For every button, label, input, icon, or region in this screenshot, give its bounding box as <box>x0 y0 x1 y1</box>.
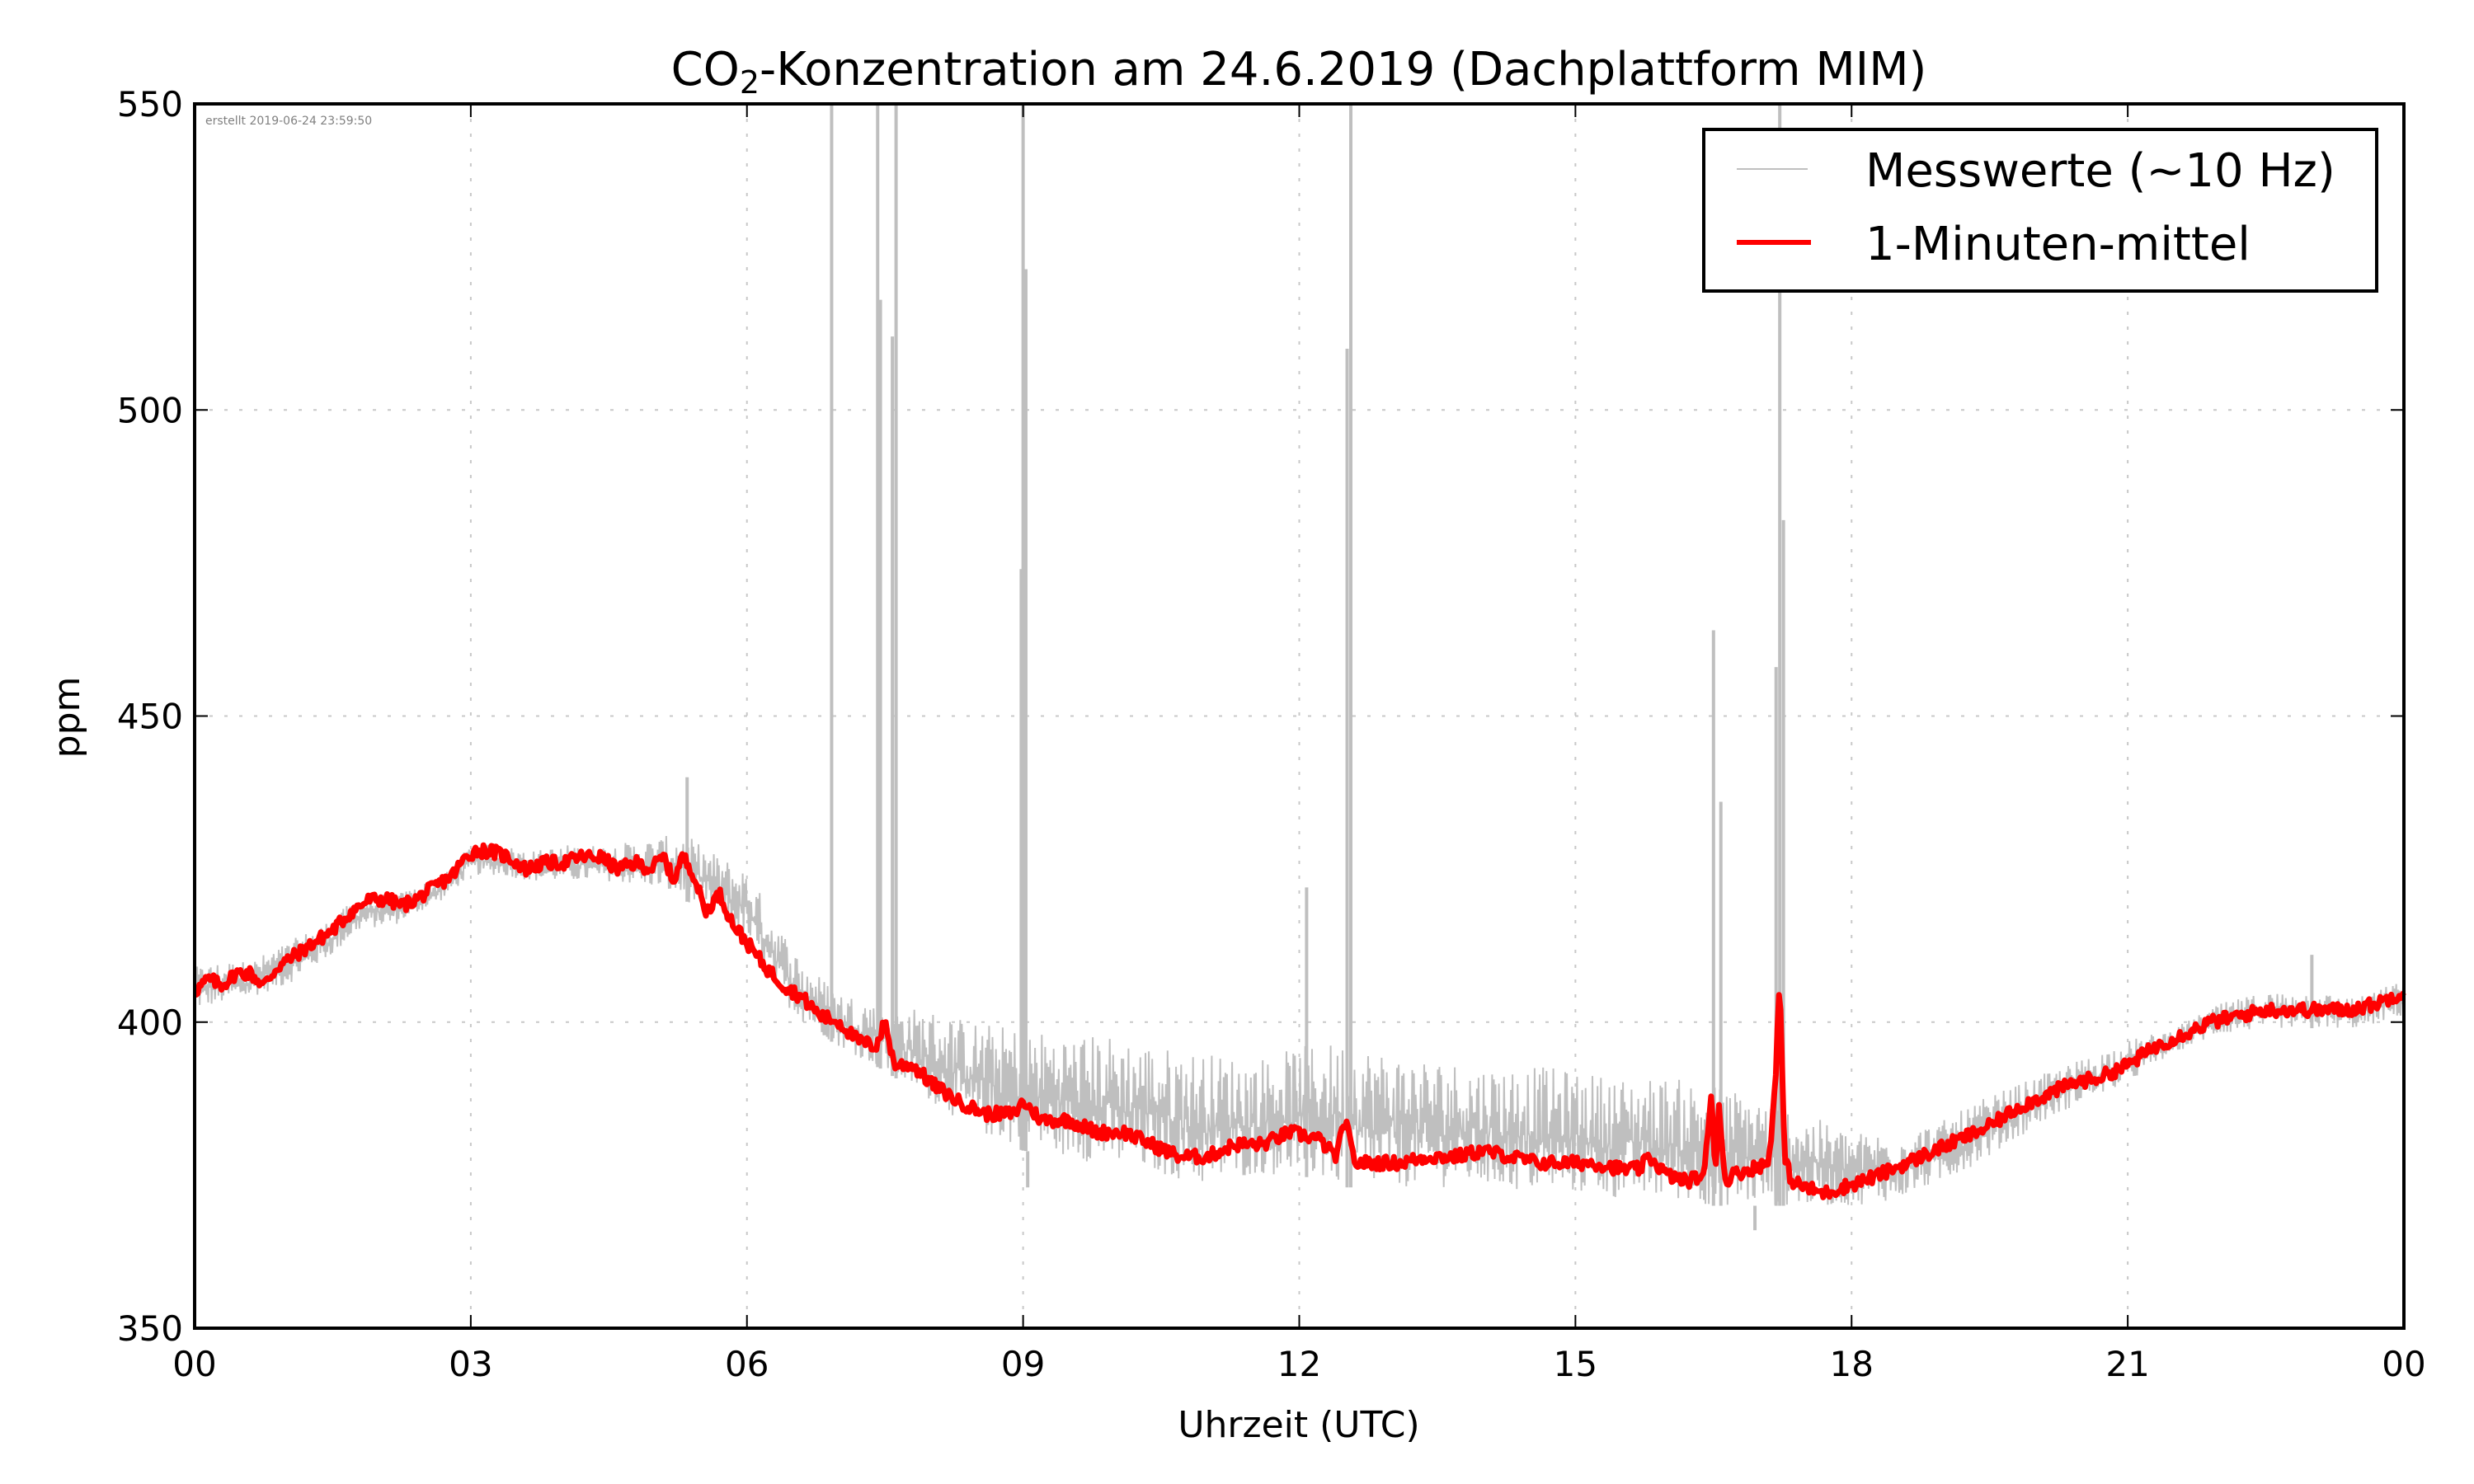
y-tick-label: 550 <box>117 84 183 124</box>
mean-series-1min <box>193 842 2406 1200</box>
mean-line <box>193 842 2406 1200</box>
y-tick-label: 450 <box>117 697 183 737</box>
x-tick-labels: 00 03 06 09 12 15 18 21 00 <box>172 1344 2425 1384</box>
grid <box>195 104 2404 1328</box>
y-tick-labels: 350 400 450 500 550 <box>117 84 183 1349</box>
legend: Messwerte (~10 Hz) 1-Minuten-mittel <box>1702 128 2378 293</box>
y-tick-label: 400 <box>117 1003 183 1043</box>
title-prefix: CO <box>671 43 740 96</box>
title-suffix: -Konzentration am 24.6.2019 (Dachplattfo… <box>760 43 1926 96</box>
y-tick-label: 350 <box>117 1308 183 1349</box>
x-tick-label: 00 <box>2382 1344 2425 1384</box>
axis-ticks <box>194 103 2405 1329</box>
chart-title: CO2-Konzentration am 24.6.2019 (Dachplat… <box>671 43 1927 101</box>
raw-series-measurements <box>194 104 2405 1231</box>
x-tick-label: 15 <box>1554 1344 1597 1384</box>
x-tick-label: 06 <box>725 1344 769 1384</box>
x-tick-label: 03 <box>449 1344 492 1384</box>
created-annotation: erstellt 2019-06-24 23:59:50 <box>205 115 372 128</box>
y-tick-label: 500 <box>117 390 183 430</box>
y-axis-label: ppm <box>46 677 88 758</box>
x-tick-label: 18 <box>1830 1344 1874 1384</box>
legend-box <box>1702 128 2378 293</box>
x-tick-label: 12 <box>1277 1344 1321 1384</box>
legend-label-mean: 1-Minuten-mittel <box>1865 218 2251 271</box>
legend-label-raw: Messwerte (~10 Hz) <box>1865 144 2335 198</box>
x-tick-label: 21 <box>2105 1344 2149 1384</box>
title-subscript: 2 <box>740 64 760 101</box>
x-tick-label: 00 <box>172 1344 216 1384</box>
x-tick-label: 09 <box>1001 1344 1045 1384</box>
x-axis-label: Uhrzeit (UTC) <box>1178 1404 1419 1446</box>
